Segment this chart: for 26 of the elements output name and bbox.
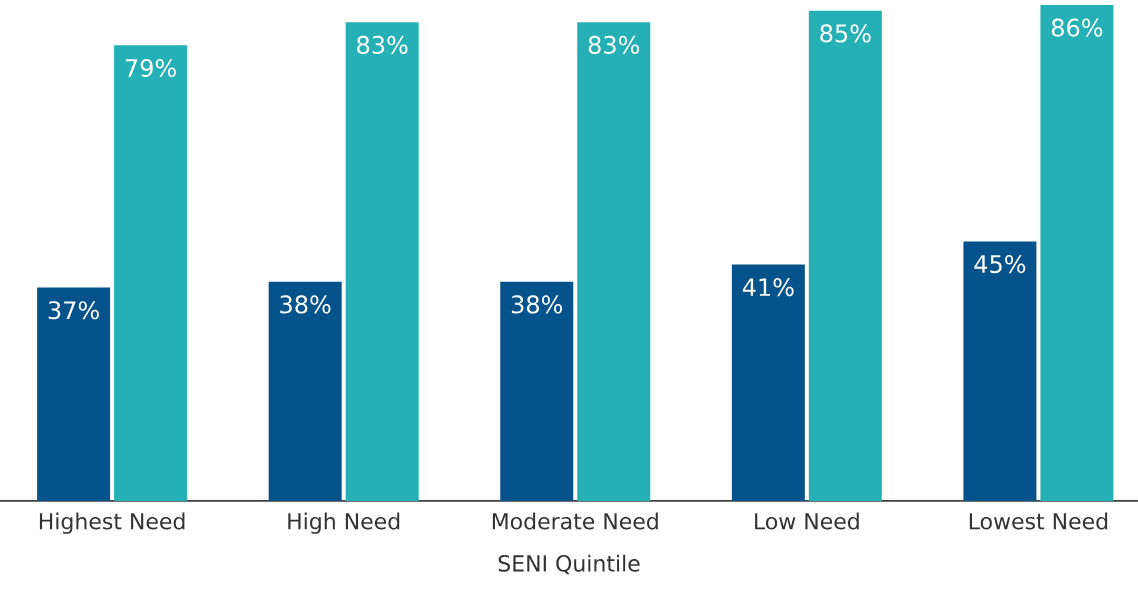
- bar: [500, 281, 574, 501]
- data-label: 37%: [48, 301, 99, 320]
- bar: [963, 241, 1037, 501]
- bar: [808, 10, 882, 501]
- data-label: 38%: [511, 295, 563, 314]
- bar: [731, 264, 805, 501]
- x-tick-label: Low Need: [755, 512, 859, 530]
- data-label: 85%: [820, 24, 871, 43]
- data-label: 45%: [974, 254, 1026, 274]
- data-label: 38%: [280, 295, 331, 314]
- x-tick-label: Highest Need: [39, 512, 185, 534]
- x-tick-label: Moderate Need: [492, 512, 658, 530]
- x-axis-title: SENI Quintile: [498, 554, 640, 575]
- bar: [1040, 5, 1114, 501]
- data-label: 41%: [742, 278, 794, 297]
- bar: [114, 45, 188, 501]
- data-label: 83%: [588, 35, 640, 54]
- x-tick-label: Lowest Need: [969, 512, 1108, 530]
- bar: [345, 22, 419, 501]
- x-tick-label: High Need: [288, 512, 400, 534]
- bar: [268, 281, 342, 501]
- data-label: 86%: [1051, 18, 1103, 37]
- bar: [37, 287, 111, 501]
- data-label: 79%: [125, 58, 176, 78]
- bar: [577, 22, 651, 501]
- data-label: 83%: [357, 35, 408, 54]
